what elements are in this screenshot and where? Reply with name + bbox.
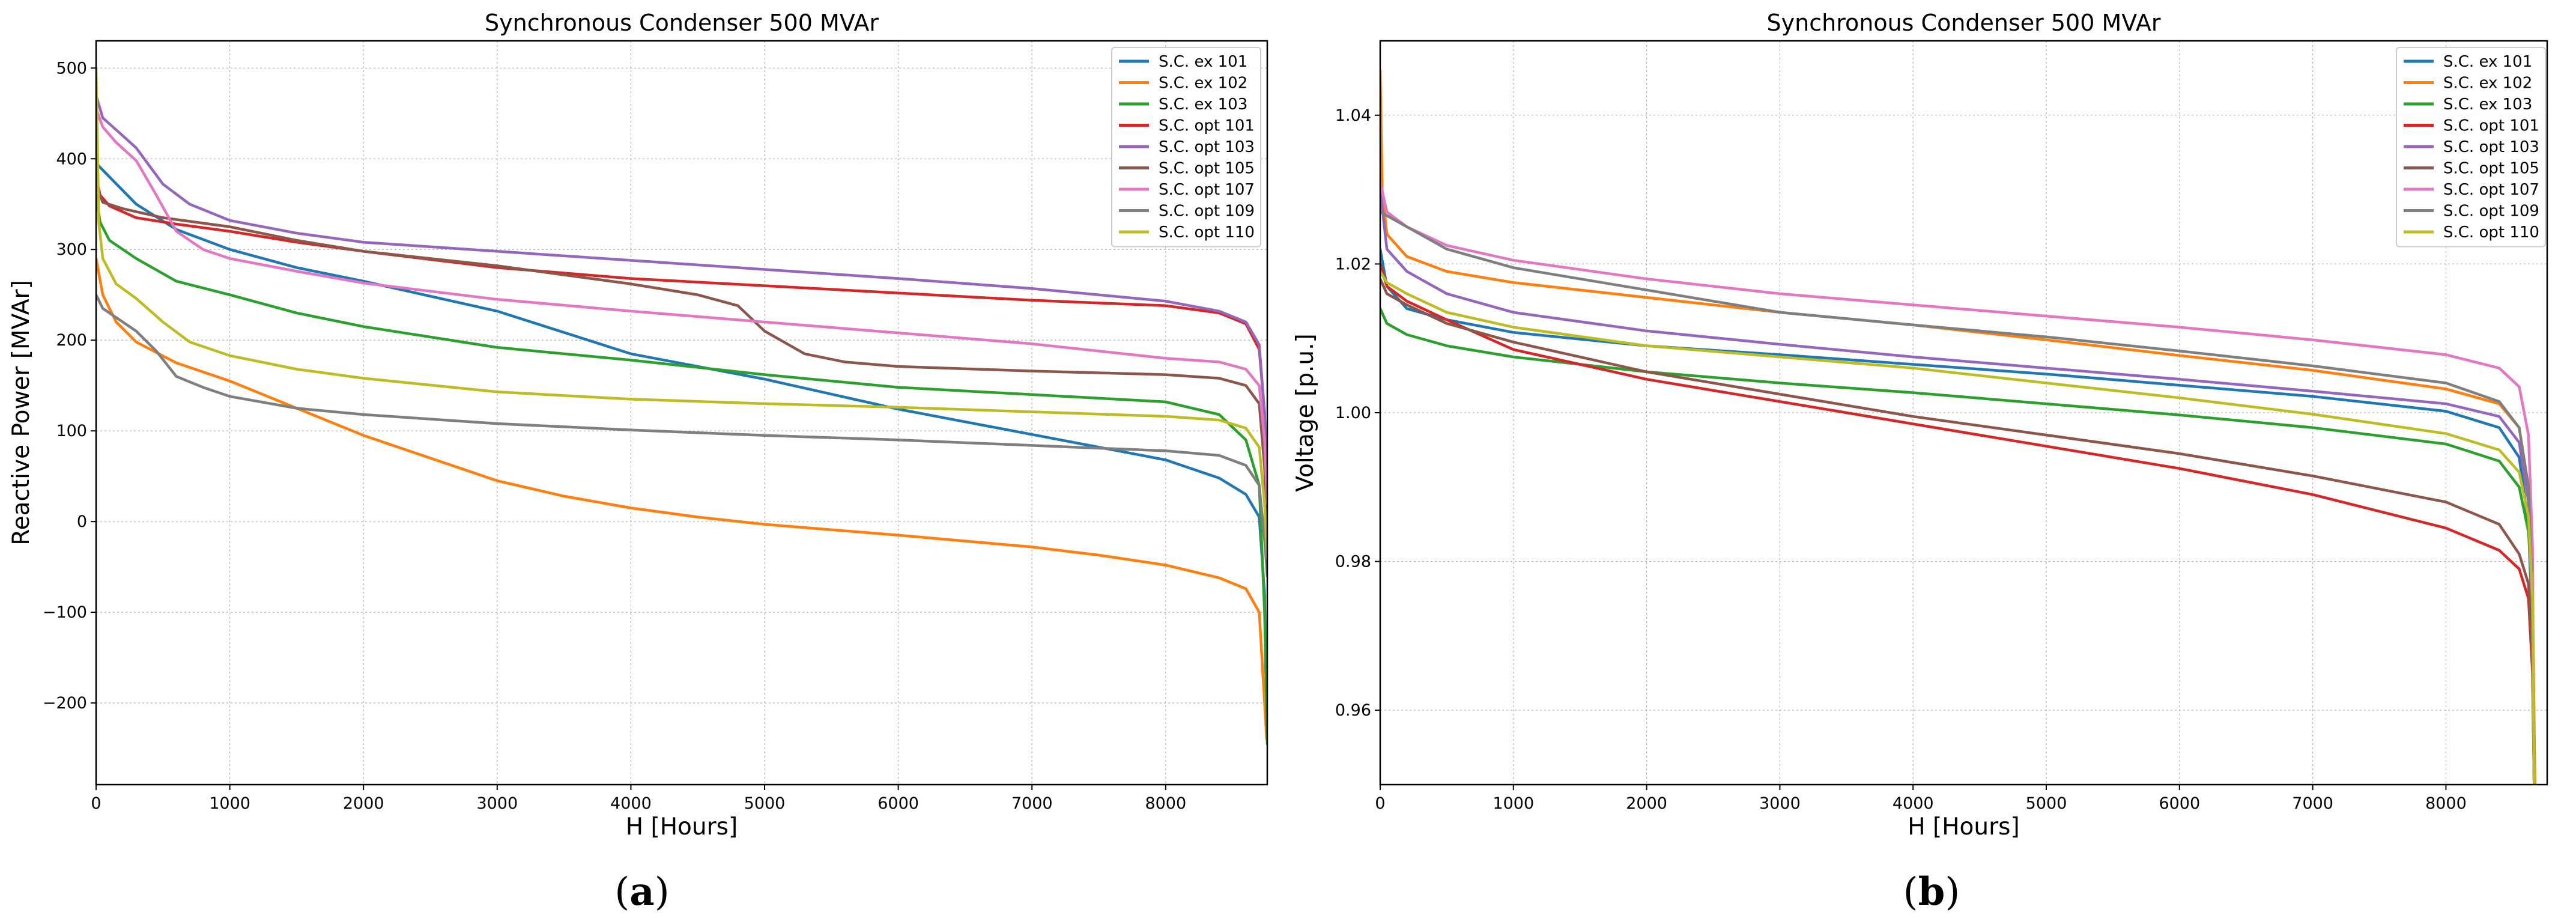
y-tick-label: 1.00 <box>1335 404 1371 422</box>
legend-box <box>1111 47 1261 248</box>
series-line-s-c-opt-105 <box>1380 277 2536 785</box>
x-tick-label: 5000 <box>2026 794 2067 813</box>
x-tick-label: 0 <box>91 794 101 813</box>
series-line-s-c-ex-103 <box>96 193 1267 746</box>
series-line-s-c-ex-102 <box>1380 69 2536 785</box>
legend-entry: S.C. opt 109 <box>2443 202 2539 220</box>
x-tick-label: 2000 <box>343 794 384 813</box>
legend-entry: S.C. opt 103 <box>1159 138 1255 156</box>
caption-close-paren: ) <box>655 870 670 914</box>
plot-frame <box>1379 40 2548 786</box>
caption-letter: b <box>1918 869 1945 914</box>
y-tick-label: 100 <box>56 422 87 440</box>
legend-entry: S.C. opt 110 <box>1159 223 1255 242</box>
caption-letter: a <box>629 869 654 914</box>
x-tick-label: 5000 <box>744 794 786 813</box>
series-line-s-c-opt-101 <box>1380 263 2536 785</box>
x-tick-label: 4000 <box>610 794 652 813</box>
x-axis-label: H [Hours] <box>626 813 738 840</box>
chart-title: Synchronous Condenser 500 MVAr <box>1767 10 2161 36</box>
grid <box>1380 41 2547 785</box>
legend-entry: S.C. opt 105 <box>1159 160 1255 178</box>
y-tick-label: 200 <box>56 331 87 350</box>
plot-frame <box>95 40 1268 786</box>
x-tick-label: 6000 <box>877 794 919 813</box>
legend: S.C. ex 101 S.C. ex 102 S.C. ex 103 S.C. op… <box>2396 47 2546 248</box>
chart-a: 0 1000 2000 3000 4000 5000 6000 7000 8000−200−10… <box>8 10 1268 914</box>
y-axis-label: Reactive Power [MVAr] <box>8 280 35 546</box>
y-tick-label: 300 <box>56 240 87 259</box>
series-line-s-c-opt-107 <box>96 107 1267 505</box>
y-tick-label: 500 <box>56 59 87 78</box>
legend-entry: S.C. ex 103 <box>2443 96 2532 114</box>
series-line-s-c-ex-102 <box>96 257 1267 741</box>
panel-caption: (b) <box>1903 869 1960 914</box>
x-tick-label: 1000 <box>1493 794 1534 813</box>
x-tick-label: 8000 <box>2425 794 2467 813</box>
y-tick-label: 400 <box>56 150 87 168</box>
y-tick-label: 0 <box>77 512 87 531</box>
x-tick-label: 0 <box>1375 794 1385 813</box>
y-tick-label: −100 <box>43 603 87 622</box>
x-tick-label: 3000 <box>1759 794 1801 813</box>
legend: S.C. ex 101 S.C. ex 102 S.C. ex 103 S.C. op… <box>1111 47 1261 248</box>
y-tick-label: 0.96 <box>1335 701 1371 720</box>
legend-entry: S.C. opt 107 <box>1159 181 1255 199</box>
caption-open-paren: ( <box>1903 870 1918 914</box>
legend-entry: S.C. ex 102 <box>2443 74 2532 93</box>
series-line-s-c-opt-105 <box>96 184 1267 541</box>
legend-entry: S.C. ex 103 <box>1159 96 1247 114</box>
legend-entry: S.C. opt 101 <box>1159 117 1255 135</box>
legend-entry: S.C. opt 105 <box>2443 160 2539 178</box>
series-line-s-c-opt-107 <box>1380 180 2536 785</box>
x-tick-label: 1000 <box>209 794 250 813</box>
x-tick-label: 7000 <box>2292 794 2333 813</box>
series-group <box>96 67 1267 746</box>
series-line-s-c-opt-110 <box>96 67 1267 559</box>
series-line-s-c-ex-103 <box>1380 307 2536 785</box>
x-tick-label: 8000 <box>1145 794 1186 813</box>
series-line-s-c-opt-110 <box>1380 270 2536 785</box>
legend-entry: S.C. opt 103 <box>2443 138 2539 156</box>
legend-entry: S.C. opt 101 <box>2443 117 2539 135</box>
x-tick-label: 7000 <box>1011 794 1053 813</box>
y-tick-label: 1.04 <box>1335 106 1371 125</box>
y-tick-label: 0.98 <box>1335 553 1371 571</box>
legend-entry: S.C. opt 110 <box>2443 223 2539 242</box>
x-tick-label: 4000 <box>1893 794 1934 813</box>
legend-entry: S.C. ex 101 <box>1159 53 1247 71</box>
series-line-s-c-opt-103 <box>96 94 1267 514</box>
chart-b: 0 1000 2000 3000 4000 5000 6000 7000 8000 0.96 0.9… <box>1292 10 2548 914</box>
series-line-s-c-ex-101 <box>96 162 1267 723</box>
chart-title: Synchronous Condenser 500 MVAr <box>485 10 879 36</box>
y-tick-label: −200 <box>43 694 87 713</box>
legend-entry: S.C. ex 101 <box>2443 53 2532 71</box>
series-line-s-c-opt-103 <box>1380 188 2536 785</box>
legend-entry: S.C. opt 109 <box>1159 202 1255 220</box>
x-tick-label: 2000 <box>1626 794 1667 813</box>
legend-box <box>2396 47 2546 248</box>
x-tick-label: 3000 <box>476 794 518 813</box>
legend-entry: S.C. opt 107 <box>2443 181 2539 199</box>
legend-entry: S.C. ex 102 <box>1159 74 1247 93</box>
series-group <box>1380 69 2536 785</box>
grid <box>95 41 1267 785</box>
caption-close-paren: ) <box>1945 870 1960 914</box>
x-tick-label: 6000 <box>2159 794 2200 813</box>
caption-open-paren: ( <box>614 870 629 914</box>
x-axis-label: H [Hours] <box>1908 813 2019 840</box>
y-tick-label: 1.02 <box>1335 255 1371 273</box>
series-line-s-c-opt-109 <box>96 293 1267 578</box>
y-axis-label: Voltage [p.u.] <box>1292 333 1319 491</box>
panel-caption: (a) <box>614 869 669 914</box>
series-line-s-c-opt-109 <box>1380 210 2536 785</box>
